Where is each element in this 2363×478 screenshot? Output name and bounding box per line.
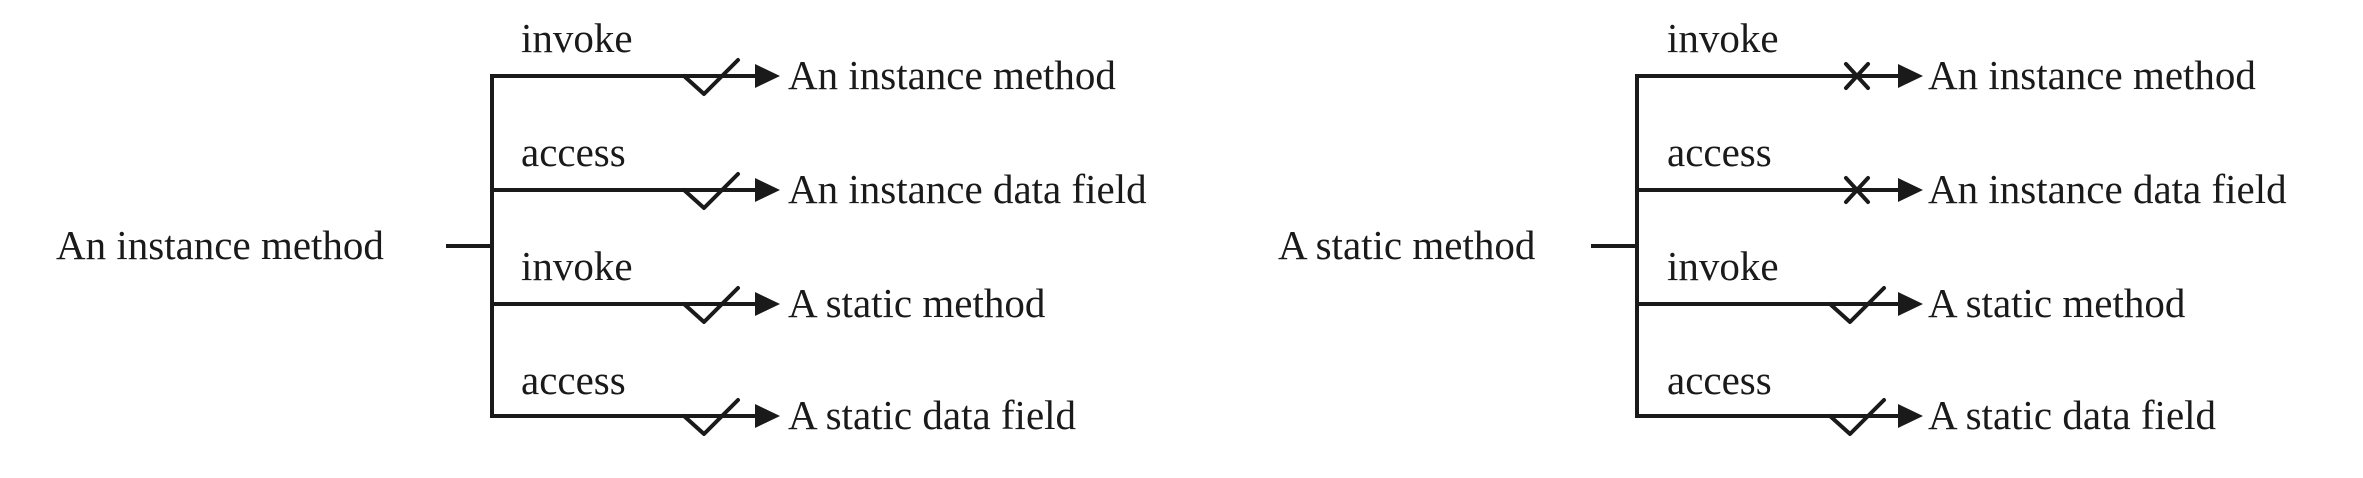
branch-verb-label: invoke	[521, 15, 633, 61]
check-icon	[682, 398, 740, 436]
branch-verb-label: access	[521, 129, 626, 175]
arrowhead-icon	[755, 292, 780, 316]
branch-verb-label: access	[1667, 129, 1772, 175]
branch: access An instance data field	[1635, 129, 2287, 212]
branch: access A static data field	[1635, 357, 2216, 438]
branch-target-label: A static method	[1928, 280, 2185, 326]
check-icon	[682, 172, 740, 210]
arrowhead-icon	[755, 404, 780, 428]
source-label: An instance method	[56, 222, 384, 268]
diagram-static-method: A static method invoke An instance metho…	[1278, 15, 2287, 438]
branch-verb-label: access	[521, 357, 626, 403]
branch: access A static data field	[490, 357, 1076, 438]
branch-target-label: A static data field	[788, 392, 1076, 438]
check-icon	[1828, 286, 1886, 324]
check-icon	[1828, 398, 1886, 436]
branch: invoke An instance method	[490, 15, 1116, 98]
diagram-instance-method: An instance method invoke An instance me…	[56, 15, 1147, 438]
branch-verb-label: invoke	[521, 243, 633, 289]
cross-icon	[1844, 176, 1870, 204]
branch-target-label: A static data field	[1928, 392, 2216, 438]
branch: access An instance data field	[490, 129, 1147, 212]
arrowhead-icon	[1898, 404, 1923, 428]
branch-verb-label: invoke	[1667, 243, 1779, 289]
branch-target-label: An instance data field	[788, 166, 1147, 212]
branch-target-label: A static method	[788, 280, 1045, 326]
arrowhead-icon	[1898, 64, 1923, 88]
source-label: A static method	[1278, 222, 1535, 268]
arrowhead-icon	[755, 64, 780, 88]
branch: invoke An instance method	[1635, 15, 2256, 98]
check-icon	[682, 286, 740, 324]
branch-verb-label: invoke	[1667, 15, 1779, 61]
branch: invoke A static method	[490, 243, 1045, 326]
arrowhead-icon	[1898, 292, 1923, 316]
check-icon	[682, 58, 740, 96]
branch-target-label: An instance method	[788, 52, 1116, 98]
arrowhead-icon	[1898, 178, 1923, 202]
branch-target-label: An instance method	[1928, 52, 2256, 98]
branch: invoke A static method	[1635, 243, 2185, 326]
cross-icon	[1844, 62, 1870, 90]
arrowhead-icon	[755, 178, 780, 202]
branch-verb-label: access	[1667, 357, 1772, 403]
branch-target-label: An instance data field	[1928, 166, 2287, 212]
